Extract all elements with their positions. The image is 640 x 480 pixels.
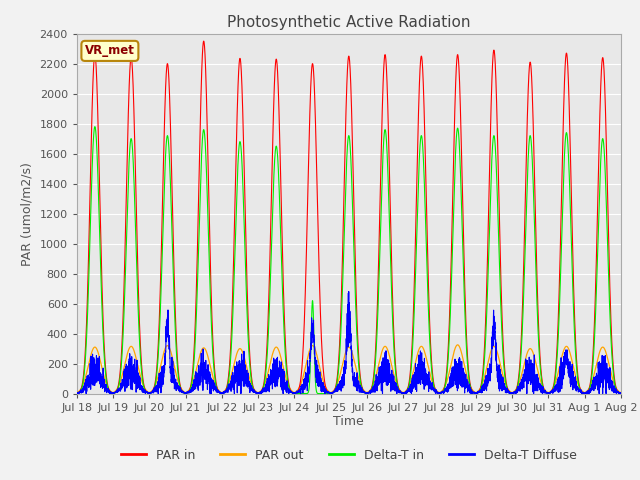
- Legend: PAR in, PAR out, Delta-T in, Delta-T Diffuse: PAR in, PAR out, Delta-T in, Delta-T Dif…: [116, 444, 582, 467]
- Title: Photosynthetic Active Radiation: Photosynthetic Active Radiation: [227, 15, 470, 30]
- Text: VR_met: VR_met: [85, 44, 135, 58]
- Y-axis label: PAR (umol/m2/s): PAR (umol/m2/s): [21, 162, 34, 265]
- X-axis label: Time: Time: [333, 415, 364, 429]
